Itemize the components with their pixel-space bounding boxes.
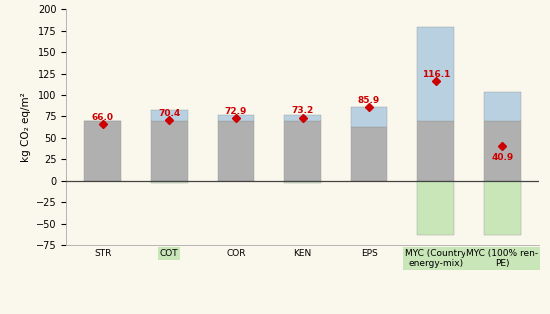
Bar [351,107,387,127]
Bar [417,27,454,121]
Bar [484,181,521,235]
Text: 116.1: 116.1 [421,70,450,79]
Bar [218,121,254,181]
Text: 72.9: 72.9 [225,107,247,116]
Bar [151,121,188,181]
Bar [417,181,454,235]
Bar [284,181,321,183]
Bar [351,127,387,181]
Y-axis label: kg CO₂ eq/m²: kg CO₂ eq/m² [21,92,31,162]
Bar [151,110,188,121]
Text: 66.0: 66.0 [92,113,114,122]
Bar [484,92,521,121]
Text: 73.2: 73.2 [292,106,313,116]
Text: 40.9: 40.9 [491,153,514,161]
Bar [151,181,188,183]
Bar [417,121,454,181]
Bar [218,115,254,121]
Bar [484,121,521,181]
Text: 85.9: 85.9 [358,95,380,105]
Text: 70.4: 70.4 [158,109,180,118]
Bar [84,121,121,181]
Bar [284,115,321,121]
Bar [284,121,321,181]
